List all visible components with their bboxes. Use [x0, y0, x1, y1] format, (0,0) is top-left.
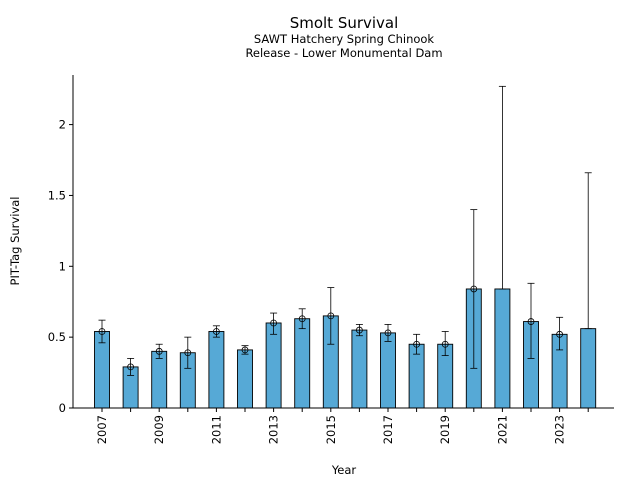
point-marker-2011 — [212, 328, 220, 335]
point-marker-2020 — [470, 285, 478, 293]
error-bar-2009 — [155, 343, 163, 359]
error-bar-2016 — [355, 323, 363, 337]
point-marker-2016 — [355, 326, 363, 334]
point-marker-2017 — [384, 329, 392, 337]
point-marker-2010 — [184, 349, 192, 357]
error-bar-2015 — [327, 287, 335, 345]
point-marker-2013 — [270, 319, 278, 327]
y-tick-group: 0 0.5 1 1.5 2 — [48, 118, 73, 415]
bar-2013 — [265, 322, 282, 409]
x-axis-label: Year — [331, 463, 357, 477]
bar-2009 — [151, 350, 168, 409]
point-marker-2007 — [98, 328, 106, 335]
error-bar-2024 — [584, 172, 592, 330]
point-marker-2022 — [527, 318, 535, 325]
y-tick-label: 0.5 — [48, 330, 66, 344]
x-tick-label: 2011 — [209, 415, 223, 444]
y-tick-label: 1.5 — [48, 188, 66, 202]
error-bar-2022 — [527, 282, 535, 359]
error-bar-2021 — [498, 85, 506, 290]
x-tick-label: 2017 — [381, 415, 395, 444]
y-axis-label: PIT-Tag Survival — [8, 197, 22, 286]
error-bar-2008 — [127, 358, 135, 376]
x-tick-label: 2023 — [553, 415, 567, 444]
y-tick-label: 1 — [59, 259, 66, 273]
x-tick-group: 2007 2009 2011 2013 2015 2017 2019 2021 2023 — [95, 408, 589, 444]
error-bar-2013 — [270, 312, 278, 335]
x-tick-label: 2021 — [495, 415, 509, 444]
error-bar-2011 — [212, 325, 220, 338]
x-tick-label: 2007 — [95, 415, 109, 444]
point-marker-2019 — [441, 340, 449, 348]
bar-2017 — [380, 332, 396, 409]
point-marker-2014 — [298, 315, 306, 323]
bar-2024 — [580, 328, 597, 409]
x-tick-label: 2009 — [152, 415, 166, 444]
error-bar-2007 — [98, 319, 106, 344]
y-tick-label: 0 — [59, 401, 66, 415]
chart-subtitle-line-2: Release - Lower Monumental Dam — [245, 46, 442, 60]
error-bar-2017 — [384, 323, 392, 342]
x-tick-label: 2019 — [438, 415, 452, 444]
point-marker-2012 — [241, 346, 249, 354]
point-marker-2009 — [155, 347, 163, 355]
x-tick-label: 2015 — [324, 415, 338, 444]
point-marker-2023 — [556, 330, 563, 338]
y-tick-label: 2 — [59, 118, 66, 132]
error-bar-2018 — [413, 333, 421, 355]
error-bar-2019 — [441, 331, 449, 356]
bar-2011 — [208, 331, 225, 409]
error-bar-group — [98, 85, 592, 376]
marker-group — [98, 285, 563, 371]
bar-2012 — [237, 349, 253, 409]
error-bar-2010 — [184, 336, 192, 369]
chart-title: Smolt Survival — [290, 14, 399, 32]
bar-2016 — [351, 329, 368, 409]
point-marker-2015 — [327, 312, 335, 320]
bar-2014 — [294, 318, 311, 409]
error-bar-2014 — [298, 308, 306, 330]
x-tick-label: 2013 — [267, 415, 281, 444]
point-marker-2018 — [413, 340, 421, 348]
error-bar-2023 — [556, 316, 564, 351]
bar-group — [94, 288, 597, 409]
chart-subtitle-line-1: SAWT Hatchery Spring Chinook — [254, 32, 435, 46]
point-marker-2008 — [127, 363, 135, 371]
error-bar-2020 — [470, 209, 478, 369]
bar-2021 — [494, 288, 511, 409]
